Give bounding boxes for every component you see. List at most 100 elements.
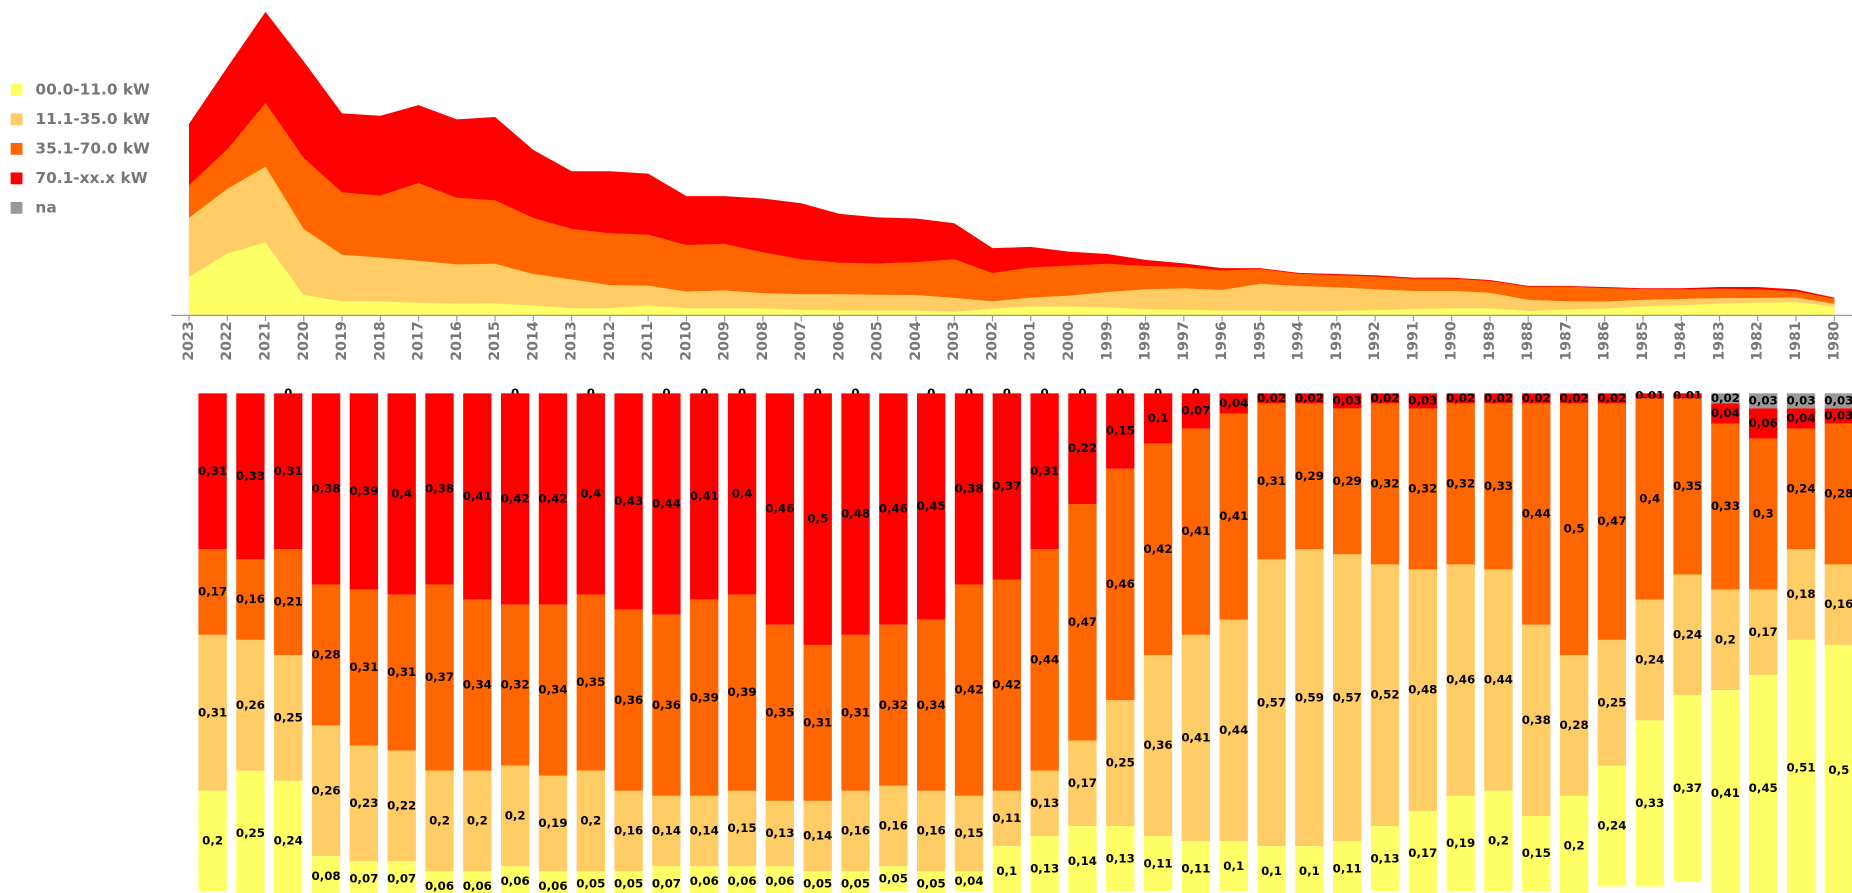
value-label: 0,02 <box>1446 391 1475 405</box>
value-label: 0,2 <box>1564 839 1585 853</box>
bar-segment <box>425 584 454 771</box>
bar-segment <box>1522 403 1551 625</box>
bar-segment <box>1181 634 1211 842</box>
value-label: 0,36 <box>614 693 643 707</box>
value-label: 0,32 <box>1446 476 1475 490</box>
bar-segment <box>1484 790 1513 892</box>
value-label: 0,2 <box>467 814 488 828</box>
value-label: 0,3 <box>1753 507 1774 521</box>
legend-swatch[interactable] <box>10 142 23 155</box>
x-tick-label: 1997 <box>1176 321 1192 360</box>
bar-segment <box>387 594 416 751</box>
legend-swatch[interactable] <box>10 202 23 214</box>
x-tick-label: 2001 <box>1023 321 1039 360</box>
bar-segment <box>1257 403 1286 560</box>
value-label: 0,1 <box>1299 864 1320 878</box>
value-label: 0,25 <box>236 826 265 840</box>
bar-segment <box>1295 393 1324 404</box>
value-label: 0,24 <box>1635 653 1664 667</box>
bar-segment <box>1408 408 1438 570</box>
bar-segment <box>1484 569 1513 791</box>
value-label: 0,15 <box>954 826 983 840</box>
value-label: 0,43 <box>614 494 643 508</box>
bar-segment <box>349 861 379 893</box>
bar-segment <box>1257 393 1286 404</box>
legend-label: 00.0-11.0 kW <box>35 80 150 98</box>
bar-segment <box>1295 403 1324 550</box>
x-tick-label: 1983 <box>1711 321 1727 360</box>
value-label: 0,02 <box>1295 391 1324 405</box>
bar-segment <box>1068 740 1097 827</box>
bar-segment <box>1106 826 1135 892</box>
value-label: 0,38 <box>425 481 454 495</box>
bar-segment <box>425 393 454 585</box>
value-label: 0 <box>851 386 859 400</box>
bar-segment <box>727 790 757 867</box>
bar-segment <box>274 780 303 893</box>
bar-segment <box>1333 393 1362 409</box>
bar-segment <box>349 589 379 746</box>
x-tick-label: 2013 <box>564 321 580 360</box>
value-label: 0,16 <box>879 819 908 833</box>
value-label: 0,22 <box>1068 441 1097 455</box>
bar-segment <box>1181 841 1211 893</box>
value-label: 0 <box>587 386 595 400</box>
x-tick-label: 2007 <box>793 321 809 360</box>
value-label: 0,29 <box>1295 469 1324 483</box>
bar-segment <box>576 594 605 771</box>
value-label: 0,2 <box>202 834 223 848</box>
value-label: 0,02 <box>1257 391 1286 405</box>
bar-segment <box>463 770 492 872</box>
x-tick-label: 2014 <box>525 321 541 361</box>
legend-swatch[interactable] <box>10 83 23 96</box>
bar-segment <box>1068 826 1097 893</box>
value-label: 0 <box>927 386 935 400</box>
value-label: 0 <box>662 386 670 400</box>
value-label: 0,23 <box>349 796 378 810</box>
value-label: 0,31 <box>198 705 227 719</box>
value-label: 0,06 <box>425 879 454 893</box>
value-label: 0,2 <box>429 814 450 828</box>
bar-segment <box>1711 589 1740 691</box>
value-label: 0,5 <box>1828 763 1849 777</box>
value-label: 0,38 <box>954 481 983 495</box>
value-label: 0,1 <box>1148 411 1169 425</box>
value-label: 0,02 <box>1711 391 1740 405</box>
bar-segment <box>1370 403 1400 565</box>
value-label: 0 <box>1003 386 1011 400</box>
value-label: 0 <box>1041 386 1049 400</box>
bar-segment <box>652 393 681 615</box>
bar-segment <box>1749 408 1778 439</box>
bar-segment <box>879 393 908 625</box>
value-label: 0,33 <box>1484 479 1513 493</box>
bar-segment <box>1068 393 1097 505</box>
x-tick-label: 2011 <box>640 321 656 360</box>
value-label: 0,31 <box>803 715 832 729</box>
value-label: 0,28 <box>1560 718 1589 732</box>
value-label: 0,11 <box>1333 861 1362 875</box>
area-layer <box>188 102 1835 316</box>
value-label: 0,04 <box>1711 406 1740 420</box>
value-label: 0,46 <box>879 502 908 516</box>
bar-segment <box>1181 428 1211 635</box>
bar-segment <box>1068 504 1097 741</box>
legend-swatch[interactable] <box>10 113 23 126</box>
value-label: 0,33 <box>236 469 265 483</box>
bar-segment <box>765 624 795 801</box>
x-tick-label: 2002 <box>984 321 1000 360</box>
legend-swatch[interactable] <box>10 172 23 185</box>
value-label: 0 <box>1078 386 1086 400</box>
value-label: 0,24 <box>274 834 303 848</box>
value-label: 0,17 <box>1408 846 1437 860</box>
value-label: 0,07 <box>349 871 378 885</box>
bar-segment <box>690 599 719 796</box>
value-label: 0,14 <box>803 829 832 843</box>
value-label: 0,17 <box>1068 776 1097 790</box>
value-label: 0,32 <box>879 698 908 712</box>
bar-segment <box>1257 846 1286 893</box>
bar-segment <box>1559 393 1589 404</box>
x-tick-label: 1982 <box>1750 321 1766 360</box>
value-label: 0,1 <box>996 864 1017 878</box>
bar-segment <box>1824 564 1852 645</box>
